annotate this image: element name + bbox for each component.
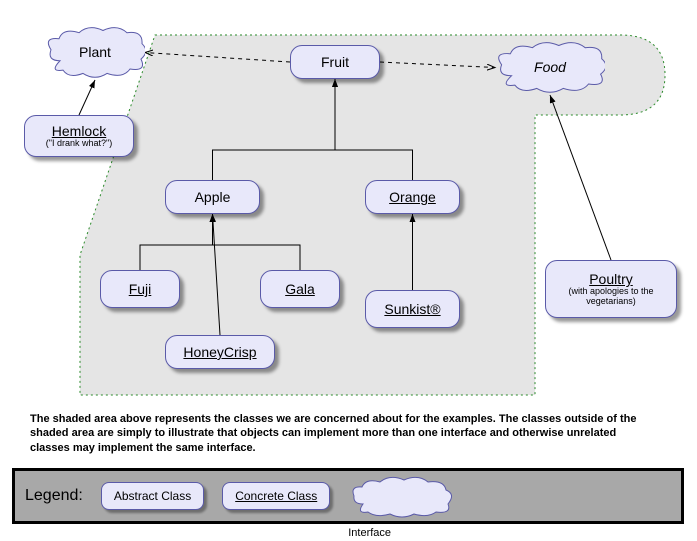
node-poultry: Poultry(with apologies to the vegetarian… <box>545 260 677 318</box>
node-hemlock: Hemlock("I drank what?") <box>24 115 134 157</box>
node-orange: Orange <box>365 180 460 214</box>
edge-fruit-plant <box>145 53 290 63</box>
edge-hemlock-plant <box>79 80 95 115</box>
legend-panel: Legend: Abstract Class Concrete Class In… <box>12 468 684 524</box>
edge-honeycrisp-apple <box>213 214 221 335</box>
node-label-honeycrisp: HoneyCrisp <box>183 344 256 360</box>
legend-interface: Interface <box>348 474 458 518</box>
node-label-fruit: Fruit <box>321 54 349 70</box>
node-label-apple: Apple <box>195 189 231 205</box>
edge-orange-fruit <box>335 79 413 180</box>
node-label-hemlock: Hemlock <box>52 123 106 139</box>
node-label-poultry: Poultry <box>589 271 633 287</box>
node-fuji: Fuji <box>100 270 180 308</box>
node-sunkist: Sunkist® <box>365 290 460 328</box>
legend-label: Legend: <box>25 487 83 505</box>
node-label-gala: Gala <box>285 281 315 297</box>
edge-fuji-apple <box>140 214 213 270</box>
node-food: Food <box>495 40 605 95</box>
node-sublabel-hemlock: ("I drank what?") <box>46 139 112 149</box>
node-sublabel-poultry: (with apologies to the vegetarians) <box>552 287 670 307</box>
node-fruit: Fruit <box>290 45 380 79</box>
node-apple: Apple <box>165 180 260 214</box>
legend-interface-label: Interface <box>348 527 391 539</box>
edge-fruit-food <box>380 62 495 68</box>
edge-apple-fruit <box>213 79 336 180</box>
legend-concrete: Concrete Class <box>222 482 330 510</box>
node-plant: Plant <box>45 25 145 80</box>
edge-poultry-food <box>550 95 611 260</box>
node-label-fuji: Fuji <box>129 281 152 297</box>
edge-gala-apple <box>213 214 301 270</box>
node-label-food: Food <box>534 59 566 75</box>
legend-abstract: Abstract Class <box>101 482 204 510</box>
node-label-orange: Orange <box>389 189 436 205</box>
node-honeycrisp: HoneyCrisp <box>165 335 275 369</box>
node-label-sunkist: Sunkist® <box>384 301 440 317</box>
caption-text: The shaded area above represents the cla… <box>30 412 650 455</box>
node-gala: Gala <box>260 270 340 308</box>
class-diagram: Plant Food Fruit Hemlock("I drank what?") Ap… <box>0 0 697 420</box>
node-label-plant: Plant <box>79 44 111 60</box>
